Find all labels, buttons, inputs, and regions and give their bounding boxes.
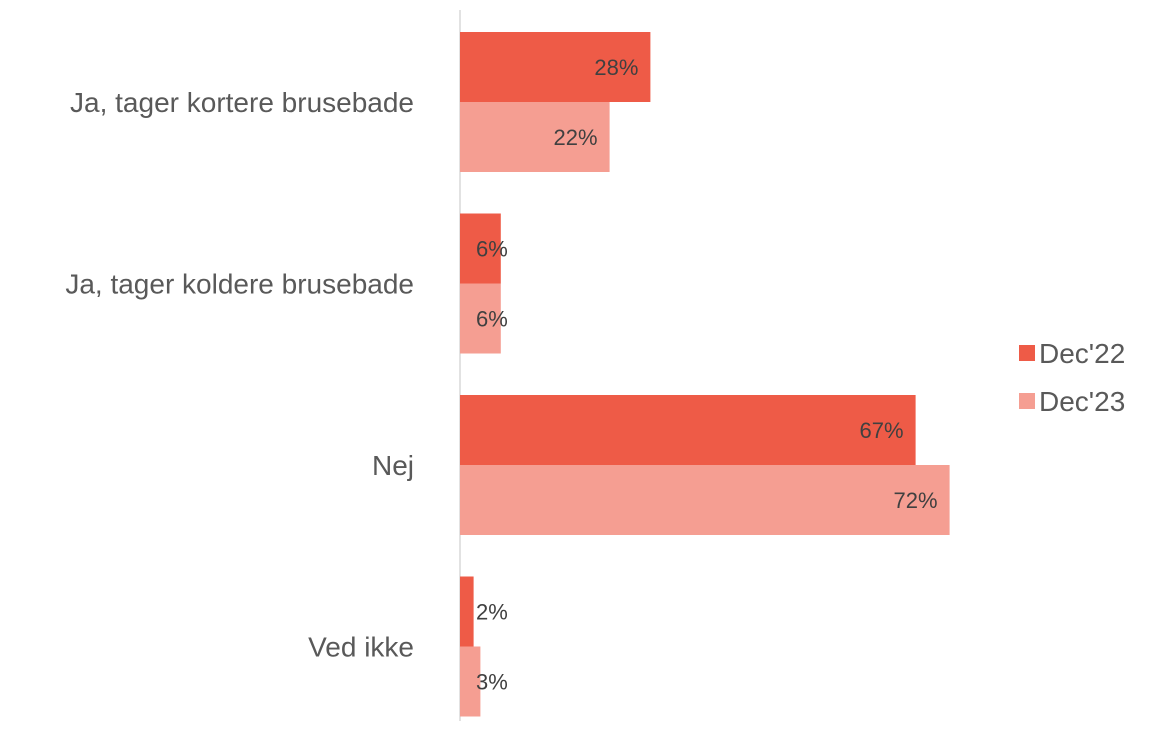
data-label: 6%	[476, 237, 508, 262]
legend-swatch	[1019, 393, 1035, 409]
bar	[460, 283, 501, 354]
legend-label: Dec'23	[1039, 386, 1125, 417]
category-label: Ja, tager koldere brusebade	[65, 269, 414, 300]
category-label: Ja, tager kortere brusebade	[70, 87, 414, 118]
data-label: 67%	[860, 418, 904, 443]
legend-swatch	[1019, 345, 1035, 361]
bar	[460, 395, 916, 465]
category-label: Nej	[372, 450, 414, 481]
data-labels: 28% 22% 6% 6% 67% 72% 2% 3%	[476, 55, 938, 695]
category-labels: Ja, tager kortere brusebade Ja, tager kol…	[65, 87, 414, 663]
bar	[460, 646, 481, 717]
data-label: 6%	[476, 307, 508, 332]
data-label: 3%	[476, 670, 508, 695]
data-label: 22%	[554, 125, 598, 150]
bars	[460, 32, 950, 717]
data-label: 72%	[894, 488, 938, 513]
bar	[460, 465, 950, 535]
legend-label: Dec'22	[1039, 338, 1125, 369]
data-label: 2%	[476, 600, 508, 625]
legend: Dec'22 Dec'23	[1019, 338, 1125, 417]
bar	[460, 213, 501, 284]
bar	[460, 32, 651, 102]
data-label: 28%	[594, 55, 638, 80]
category-label: Ved ikke	[308, 632, 414, 663]
bar	[460, 576, 474, 647]
bar	[460, 102, 610, 172]
